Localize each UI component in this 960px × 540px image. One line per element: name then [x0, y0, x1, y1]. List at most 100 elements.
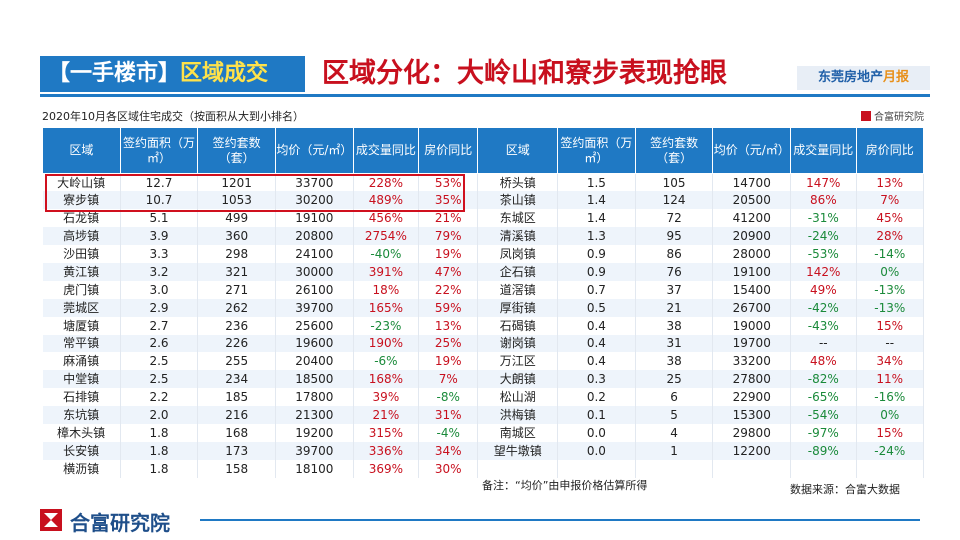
table-cell: 24100 — [275, 245, 354, 263]
table-cell: 0.4 — [557, 352, 636, 371]
table-cell: 19600 — [275, 334, 354, 353]
table-cell: 25% — [418, 334, 479, 353]
table-cell: 17800 — [275, 388, 354, 407]
table-row: 莞城区 2.9 262 39700 165% 59% 厚街镇 0.5 21 26700 -42% -1… — [42, 298, 924, 317]
table-cell: -8% — [418, 388, 479, 407]
table-cell: 105 — [635, 173, 714, 192]
table-cell: 28% — [856, 227, 924, 246]
table-cell: 33700 — [275, 173, 354, 192]
table-cell: 1.8 — [120, 441, 199, 460]
table-cell: 长安镇 — [42, 441, 121, 460]
table-cell: 20500 — [712, 191, 792, 210]
table-cell: 望牛墩镇 — [477, 441, 559, 460]
column-header: 区域 — [42, 127, 121, 174]
table-cell: -23% — [353, 316, 420, 335]
table-header-row: 区域 签约面积（万㎡） 签约套数（套） 均价（元/㎡） 成交量同比 房价同比 区域 签约面积（… — [42, 127, 924, 174]
table-cell: 19100 — [275, 209, 354, 228]
table-cell: 东坑镇 — [42, 406, 121, 424]
table-row: 东坑镇 2.0 216 21300 21% 31% 洪梅镇 0.1 5 15300 -54% 0% — [42, 406, 924, 424]
table-cell: 41200 — [712, 209, 792, 228]
table-cell: 315% — [353, 423, 420, 442]
table-cell: -14% — [856, 245, 924, 263]
table-cell: 255 — [197, 352, 277, 371]
hefu-logo-icon — [40, 509, 62, 531]
table-cell: 86% — [790, 191, 857, 210]
column-header: 成交量同比 — [790, 127, 857, 174]
table-cell: 麻涌镇 — [42, 352, 121, 371]
table-cell: 大岭山镇 — [42, 173, 121, 192]
table-cell: 226 — [197, 334, 277, 353]
table-cell: 0.0 — [557, 423, 636, 442]
table-cell: 0.7 — [557, 280, 636, 299]
table-cell: 石排镇 — [42, 388, 121, 407]
table-cell: 18500 — [275, 370, 354, 389]
table-cell: 黄江镇 — [42, 262, 121, 281]
table-cell: 142% — [790, 262, 857, 281]
table-cell: -65% — [790, 388, 857, 407]
table-cell: 1.4 — [557, 191, 636, 210]
table-cell: 2.0 — [120, 406, 199, 424]
table-cell: 20800 — [275, 227, 354, 246]
table-row: 麻涌镇 2.5 255 20400 -6% 19% 万江区 0.4 38 33200 48% 34% — [42, 352, 924, 371]
table-cell: 298 — [197, 245, 277, 263]
table-cell: 147% — [790, 173, 857, 192]
table-cell — [856, 459, 924, 478]
table-cell: 1 — [635, 441, 714, 460]
table-row: 虎门镇 3.0 271 26100 18% 22% 道滘镇 0.7 37 15400 49% -13% — [42, 280, 924, 299]
table-row: 常平镇 2.6 226 19600 190% 25% 谢岗镇 0.4 31 19700 -- -- — [42, 334, 924, 353]
table-cell: 38 — [635, 352, 714, 371]
table-cell: 塘厦镇 — [42, 316, 121, 335]
column-header: 区域 — [477, 127, 559, 174]
table-cell: 虎门镇 — [42, 280, 121, 299]
footer-divider — [200, 519, 920, 521]
table-cell: 0.9 — [557, 245, 636, 263]
table-cell: -24% — [790, 227, 857, 246]
slide-title: 区域分化：大岭山和寮步表现抢眼 — [322, 58, 727, 89]
table-cell: 234 — [197, 370, 277, 389]
column-header: 签约面积（万㎡） — [119, 127, 199, 174]
table-cell: 2.6 — [120, 334, 199, 353]
table-cell: 2.5 — [120, 352, 199, 371]
table-cell: 185 — [197, 388, 277, 407]
table-cell: 1201 — [197, 173, 277, 192]
table-cell: 22900 — [712, 388, 792, 407]
table-cell: 莞城区 — [42, 298, 121, 317]
table-cell: 横沥镇 — [42, 459, 121, 478]
column-header: 签约面积（万㎡） — [557, 127, 636, 174]
table-cell: 15% — [856, 423, 924, 442]
table-cell: 松山湖 — [477, 388, 559, 407]
table-cell: 东城区 — [477, 209, 559, 228]
table-cell: 30000 — [275, 262, 354, 281]
badge-accent: 月报 — [883, 70, 910, 85]
table-cell: -31% — [790, 209, 857, 228]
transaction-table: 区域 签约面积（万㎡） 签约套数（套） 均价（元/㎡） 成交量同比 房价同比 区域 签约面积（… — [42, 127, 924, 478]
brand-mark-small: 合富研究院 — [861, 108, 924, 123]
footer: 合富研究院 — [40, 503, 920, 535]
table-cell: 清溪镇 — [477, 227, 559, 246]
table-row: 樟木头镇 1.8 168 19200 315% -4% 南城区 0.0 4 29800 -97% 15… — [42, 423, 924, 442]
table-cell: 165% — [353, 298, 420, 317]
table-cell: 沙田镇 — [42, 245, 121, 263]
table-cell: -24% — [856, 441, 924, 460]
table-cell: 1.3 — [557, 227, 636, 246]
table-cell: -13% — [856, 280, 924, 299]
table-cell: 石龙镇 — [42, 209, 121, 228]
table-cell: 1.5 — [557, 173, 636, 192]
table-cell: 3.0 — [120, 280, 199, 299]
table-cell: 5.1 — [120, 209, 199, 228]
table-cell: -89% — [790, 441, 857, 460]
table-cell: 34% — [856, 352, 924, 371]
table-cell: -97% — [790, 423, 857, 442]
column-header: 成交量同比 — [352, 127, 420, 174]
report-badge: 东莞房地产月报 — [797, 66, 930, 90]
table-cell: 456% — [353, 209, 420, 228]
table-cell: 5 — [635, 406, 714, 424]
table-cell: 31% — [418, 406, 479, 424]
table-cell: 336% — [353, 441, 420, 460]
badge-main: 东莞房地产 — [817, 70, 883, 85]
table-cell: 11% — [856, 370, 924, 389]
table-cell: 360 — [197, 227, 277, 246]
table-cell: 31 — [635, 334, 714, 353]
table-cell: 499 — [197, 209, 277, 228]
table-cell: 168 — [197, 423, 277, 442]
